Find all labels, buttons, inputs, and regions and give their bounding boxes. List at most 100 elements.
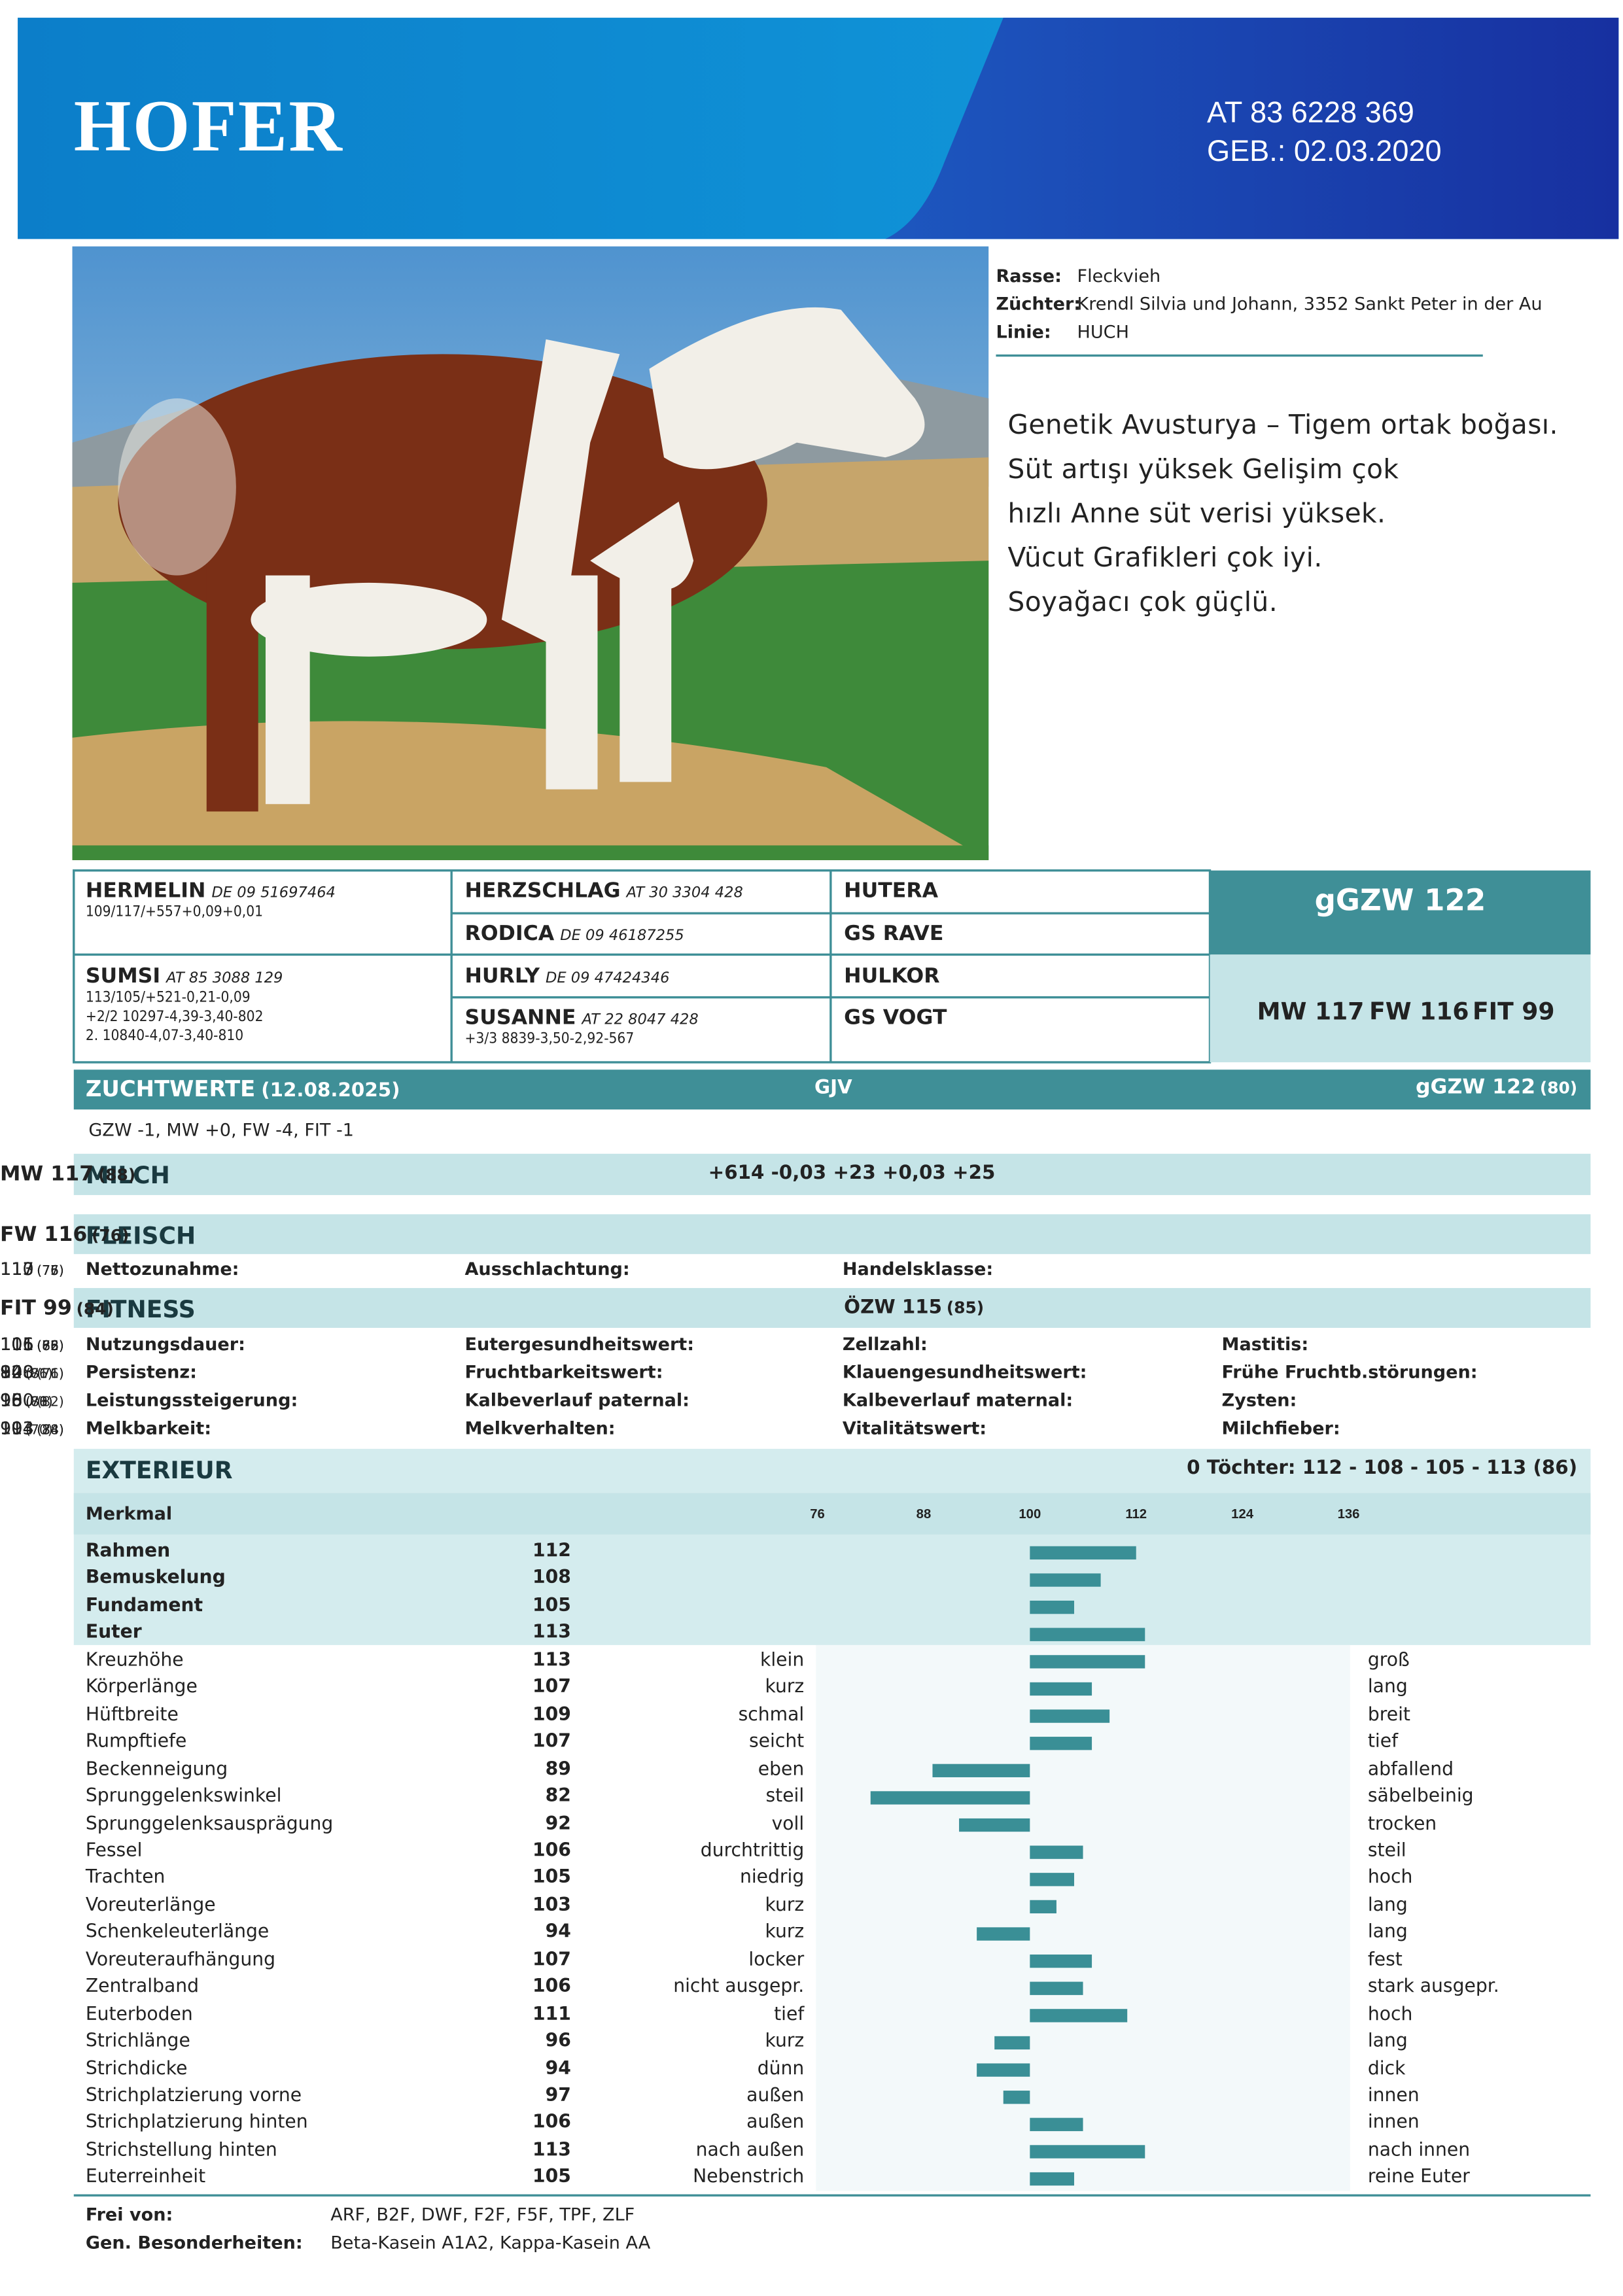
description-line: hızlı Anne süt verisi yüksek. <box>1007 498 1386 530</box>
trait-bar <box>994 2036 1030 2050</box>
animal-name: SUMSI <box>85 965 161 989</box>
text-group: FIT 99 (84) <box>0 1297 1577 1321</box>
scale-low: eben <box>758 1756 805 1779</box>
trait-name: Schenkeleuterlänge <box>85 1920 270 1942</box>
text-group: ÖZW 115 (85) <box>844 1297 984 1319</box>
trait-label: Melkbarkeit: <box>85 1418 212 1439</box>
animal-name: GS VOGT <box>844 1006 947 1030</box>
scale-low: seicht <box>748 1729 805 1752</box>
photo <box>72 246 989 860</box>
trait-bar <box>1030 2117 1083 2131</box>
footer-label: Frei von: <box>85 2204 173 2225</box>
reliability: (78) <box>25 1395 53 1411</box>
text-group: 113 (74) <box>0 1418 1185 1439</box>
scale-tick: 112 <box>1125 1506 1147 1522</box>
trait-name: Fessel <box>85 1838 143 1861</box>
animal-reg: AT 30 3304 428 <box>626 885 743 902</box>
trait-label: Ausschlachtung: <box>464 1258 630 1279</box>
trait-label: Milchfieber: <box>1221 1418 1340 1439</box>
trait-value: 82 <box>545 1784 571 1806</box>
chart-area <box>816 1644 1350 2191</box>
section-band <box>73 1153 1591 1195</box>
source: GJV <box>814 1077 852 1100</box>
text-group: 106 (75) <box>0 1334 428 1355</box>
trait-value: 94 <box>545 2056 571 2078</box>
index-value: FW 116 <box>0 1223 88 1247</box>
reliability: (84) <box>76 1300 114 1319</box>
text-group: 113 (76) <box>0 1259 806 1279</box>
trait-value: 107 <box>532 1947 571 1970</box>
reliability: (77) <box>37 1264 64 1279</box>
trait-name: Trachten <box>85 1865 166 1888</box>
info-label: Rasse: <box>996 265 1062 287</box>
text-group: 100 (71) <box>0 1362 1564 1383</box>
text-group: 110 (75) <box>0 1259 1185 1279</box>
animal-reg: AT 85 3088 129 <box>166 971 283 987</box>
mid-index: ÖZW 115 <box>844 1296 943 1319</box>
animal-id: AT 83 6228 369 <box>1206 97 1414 130</box>
reliability: (76) <box>37 1264 64 1279</box>
scale-low: kurz <box>765 2028 805 2051</box>
text-group: ZUCHTWERTE (12.08.2025) <box>86 1075 400 1102</box>
reliability: (88) <box>97 1165 136 1185</box>
scale-high: groß <box>1367 1647 1410 1670</box>
trait-value: 106 <box>532 1974 571 1997</box>
trait-label: Nutzungsdauer: <box>85 1333 245 1355</box>
trait-label: Zellzahl: <box>842 1333 928 1355</box>
scale-tick: 88 <box>916 1506 932 1522</box>
animal-name: RODICA <box>464 922 555 946</box>
trait-name: Strichplatzierung vorne <box>85 2083 302 2106</box>
scale-high: reine Euter <box>1367 2165 1470 2187</box>
info-label: Linie: <box>996 321 1051 343</box>
text-group: RODICA DE 09 46187255 <box>464 922 684 946</box>
scale-high: innen <box>1367 2083 1420 2106</box>
trait-bar <box>1030 2009 1128 2023</box>
trait-bar <box>1030 1682 1092 1696</box>
reliability: (34) <box>37 1423 64 1439</box>
text-group: FW 116 (76) <box>0 1223 1577 1247</box>
scale-low: nicht ausgepr. <box>673 1974 805 1997</box>
section-title: EXTERIEUR <box>85 1456 233 1485</box>
scale-high: innen <box>1367 2110 1420 2133</box>
trait-value: 94 <box>545 1920 571 1942</box>
text-group: 95 (71) <box>0 1390 1564 1411</box>
trait-name: Körperlänge <box>85 1675 198 1697</box>
section-title: FITNESS <box>85 1295 196 1324</box>
trait-value: 106 <box>0 1333 34 1355</box>
reliability: (75) <box>37 1264 64 1279</box>
trait-value: 99 <box>0 1418 23 1439</box>
trait-bar <box>959 1818 1030 1832</box>
scale-high: fest <box>1367 1947 1403 1970</box>
trait-bar <box>1030 2172 1075 2186</box>
text-group: gGZW 122 (80) <box>1416 1075 1577 1099</box>
reliability: (88) <box>37 1423 64 1439</box>
animal-name: GS RAVE <box>844 922 944 946</box>
sub-index: FIT 99 <box>1472 997 1555 1026</box>
text-group: 117 (77) <box>0 1259 428 1279</box>
trait-label: Fruchtbarkeitswert: <box>464 1361 663 1383</box>
trait-value: 113 <box>532 1620 571 1643</box>
trait-bar <box>1030 2145 1145 2159</box>
scale-high: hoch <box>1367 1865 1413 1888</box>
animal-stats: +2/2 10297-4,39-3,40-802 <box>85 1009 264 1026</box>
trait-value: 113 <box>0 1258 34 1279</box>
reliability: (71) <box>37 1367 64 1383</box>
animal-stats: 2. 10840-4,07-3,40-810 <box>85 1028 244 1045</box>
scale-low: nach außen <box>695 2137 805 2160</box>
reliability: (82) <box>37 1395 64 1411</box>
trait-value: 100 <box>0 1361 34 1383</box>
scale-low: kurz <box>765 1920 805 1942</box>
text-group: 104 (88) <box>0 1418 428 1439</box>
trait-label: Frühe Fruchtb.störungen: <box>1221 1361 1478 1383</box>
animal-name: HUTERA <box>844 879 939 903</box>
trait-value: 113 <box>532 2137 571 2160</box>
trait-name: Bemuskelung <box>85 1566 226 1588</box>
text-group: 111 (86) <box>0 1334 806 1355</box>
section-band <box>73 1070 1591 1110</box>
trait-bar <box>1030 1627 1145 1641</box>
title: HOFER <box>73 84 344 167</box>
trait-value: 92 <box>0 1361 23 1383</box>
trait-label: Melkverhalten: <box>464 1418 616 1439</box>
scale-high: lang <box>1367 1675 1408 1697</box>
animal-name: HULKOR <box>844 965 940 989</box>
